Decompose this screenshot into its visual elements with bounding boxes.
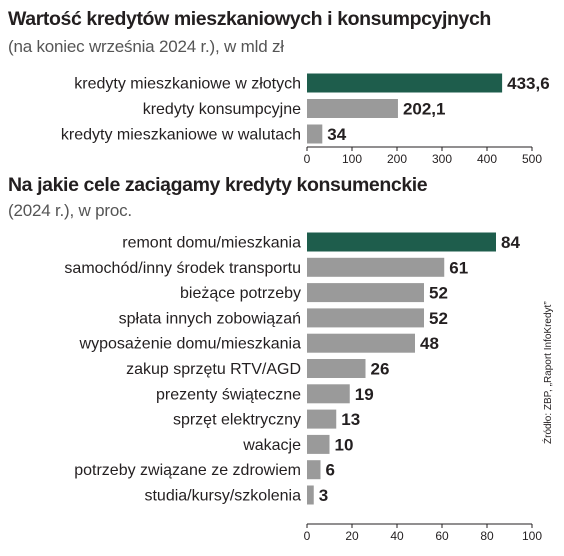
chart2-category-label: wakacje — [242, 437, 301, 454]
chart2-bar — [307, 384, 350, 404]
chart2-bar — [307, 434, 330, 454]
chart2-tick-label: 0 — [304, 529, 311, 543]
chart2-tick-label: 20 — [345, 529, 359, 543]
chart1-bar — [307, 73, 503, 93]
chart2-bar — [307, 485, 314, 505]
chart1-tick-label: 100 — [342, 152, 362, 166]
chart2-value-label: 3 — [319, 486, 328, 505]
chart1-title: Wartość kredytów mieszkaniowych i konsum… — [8, 8, 491, 30]
chart2-subtitle: (2024 r.), w proc. — [8, 201, 132, 220]
chart2-value-label: 48 — [420, 334, 439, 353]
chart2-category-label: studia/kursy/szkolenia — [144, 488, 301, 505]
source-note: Źródło: ZBP, „Raport InfoKredyt” — [543, 301, 554, 444]
chart2-category-label: wyposażenie domu/mieszkania — [79, 336, 302, 353]
chart2-value-label: 84 — [501, 233, 520, 252]
chart2-value-label: 26 — [371, 360, 390, 379]
chart1-tick-label: 0 — [304, 152, 311, 166]
chart1-tick-label: 200 — [387, 152, 407, 166]
chart1-tick-label: 400 — [477, 152, 497, 166]
chart2-tick-label: 60 — [435, 529, 449, 543]
chart2-tick-label: 40 — [390, 529, 404, 543]
chart2-value-label: 10 — [335, 435, 354, 454]
chart2-value-label: 13 — [341, 410, 360, 429]
chart1-value-label: 202,1 — [403, 100, 446, 119]
chart2-category-label: prezenty świąteczne — [156, 386, 301, 403]
chart1-bar — [307, 99, 398, 118]
chart2-category-label: potrzeby związane ze zdrowiem — [74, 462, 301, 479]
chart2-bar — [307, 232, 496, 252]
chart1-tick-label: 500 — [522, 152, 542, 166]
chart2-category-label: zakup sprzętu RTV/AGD — [126, 361, 301, 378]
chart2-tick-label: 100 — [522, 529, 542, 543]
chart2-category-label: remont domu/mieszkania — [122, 235, 301, 252]
chart2-value-label: 52 — [429, 309, 448, 328]
chart1-tick-label: 300 — [432, 152, 452, 166]
chart1-value-label: 433,6 — [507, 74, 550, 93]
chart2-bar — [307, 460, 321, 480]
chart2-category-label: sprzęt elektryczny — [173, 412, 301, 429]
chart2-value-label: 61 — [449, 258, 468, 277]
chart2-category-label: bieżące potrzeby — [180, 285, 301, 302]
chart1-category-label: kredyty mieszkaniowe w walutach — [61, 127, 301, 144]
chart1-category-label: kredyty mieszkaniowe w złotych — [74, 76, 301, 93]
chart1-bar — [307, 124, 323, 144]
chart2-value-label: 52 — [429, 284, 448, 303]
chart1-subtitle: (na koniec września 2024 r.), w mld zł — [8, 37, 284, 56]
chart1-category-label: kredyty konsumpcyjne — [143, 101, 301, 118]
chart2-title: Na jakie cele zaciągamy kredyty konsumen… — [8, 174, 428, 196]
chart2-bar — [307, 257, 445, 277]
chart2-value-label: 19 — [355, 385, 374, 404]
chart2-bar — [307, 283, 424, 303]
chart2-bar — [307, 409, 337, 429]
chart2-value-label: 6 — [326, 461, 335, 480]
chart2-bar — [307, 308, 424, 328]
chart2-bar — [307, 359, 366, 378]
chart2-bar — [307, 333, 415, 353]
chart2-tick-label: 80 — [480, 529, 494, 543]
chart2-category-label: samochód/inny środek transportu — [64, 260, 301, 277]
chart1-value-label: 34 — [327, 125, 346, 144]
chart2-category-label: spłata innych zobowiązań — [119, 310, 301, 327]
